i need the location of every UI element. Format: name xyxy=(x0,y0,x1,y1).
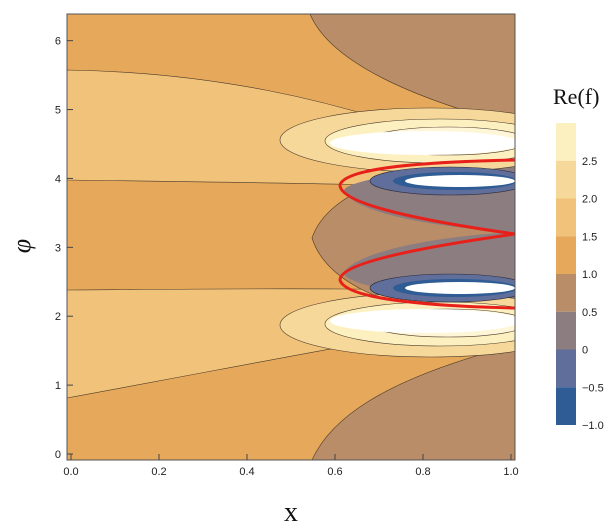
x-tick-label: 0.8 xyxy=(415,466,430,478)
colorbar: 2.5 2.0 1.5 1.0 0.5 0 −0.5 −1.0 xyxy=(556,123,604,432)
x-tick-label: 0.2 xyxy=(151,466,166,478)
colorbar-tick-label: 1.0 xyxy=(582,269,597,281)
colorbar-swatch xyxy=(556,274,576,312)
x-axis-label: x xyxy=(284,497,298,528)
colorbar-tick-label: −1.0 xyxy=(582,420,604,432)
colorbar-swatch xyxy=(556,387,576,425)
lobe-white-bottom xyxy=(405,282,515,294)
y-axis: 0 1 2 3 4 5 6 xyxy=(55,36,73,461)
x-tick-label: 0.6 xyxy=(327,466,342,478)
y-tick-label: 3 xyxy=(55,242,61,254)
legend-title: Re(f) xyxy=(553,84,599,109)
colorbar-tick-label: 2.5 xyxy=(582,156,597,168)
colorbar-swatch xyxy=(556,123,576,161)
y-tick-label: 5 xyxy=(55,105,61,117)
y-tick-label: 2 xyxy=(55,311,61,323)
colorbar-tick-label: 2.0 xyxy=(582,194,597,206)
colorbar-swatch xyxy=(556,236,576,274)
colorbar-tick-label: 0.5 xyxy=(582,307,597,319)
colorbar-swatch xyxy=(556,311,576,350)
plot-area xyxy=(67,14,515,460)
x-tick-label: 0.0 xyxy=(63,466,78,478)
lobe-upper-white xyxy=(330,131,515,155)
colorbar-swatch xyxy=(556,160,576,199)
plot-frame xyxy=(66,13,516,461)
colorbar-swatch xyxy=(556,349,576,388)
x-axis: 0.0 0.2 0.4 0.6 0.8 1.0 xyxy=(63,454,519,478)
colorbar-tick-label: 0 xyxy=(582,345,588,357)
lobe-lower-white xyxy=(330,309,515,333)
y-axis-label: φ xyxy=(7,239,36,253)
x-tick-label: 1.0 xyxy=(503,466,518,478)
y-tick-label: 4 xyxy=(55,173,61,185)
region-grey-middle xyxy=(343,160,515,310)
colorbar-tick-label: −0.5 xyxy=(582,382,604,394)
y-tick-label: 1 xyxy=(55,380,61,392)
colorbar-swatch xyxy=(556,198,576,237)
lobe-white-top xyxy=(405,175,515,187)
x-tick-label: 0.4 xyxy=(239,466,254,478)
colorbar-tick-label: 1.5 xyxy=(582,231,597,243)
y-tick-label: 6 xyxy=(55,36,61,48)
y-tick-label: 0 xyxy=(55,449,61,461)
